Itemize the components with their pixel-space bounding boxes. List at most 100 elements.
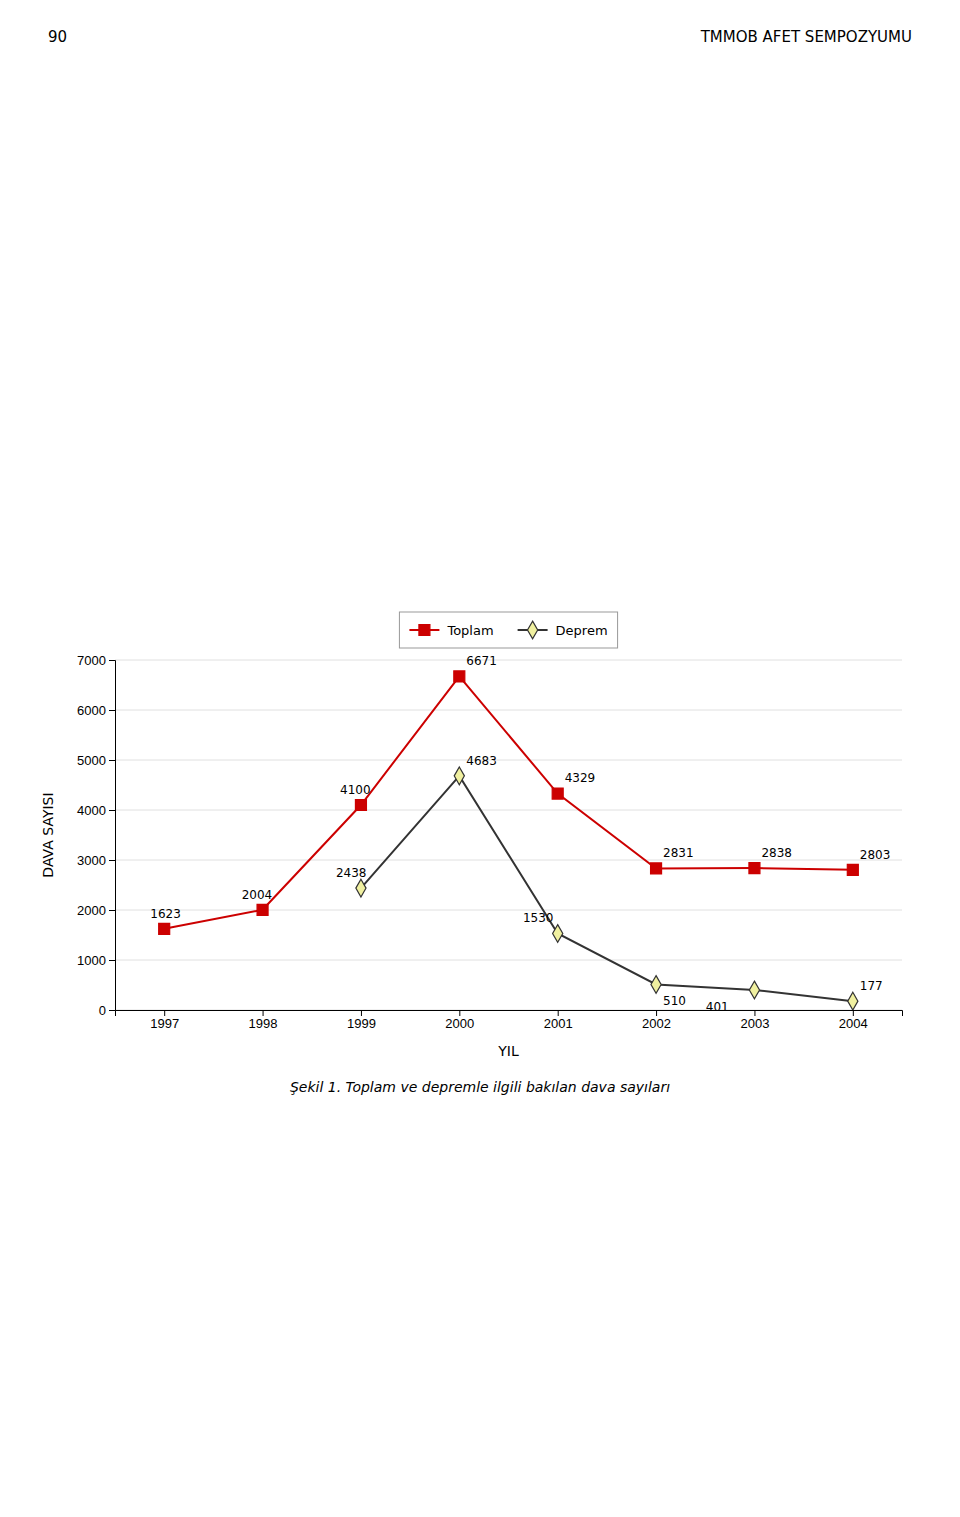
grid-line: [115, 710, 902, 711]
y-tick-mark: [109, 710, 115, 711]
legend: Toplam Deprem: [399, 612, 617, 648]
x-axis-line: [116, 1011, 903, 1017]
y-tick: 6000: [77, 703, 115, 718]
point-marker: [552, 788, 563, 799]
x-tick-mark: [656, 1010, 657, 1016]
point-marker: [651, 863, 662, 874]
chart: 90TMMOB AFET SEMPOZYUMU19971998199920002…: [0, 0, 960, 1517]
point-marker: [356, 879, 366, 897]
data-label: 4329: [565, 771, 596, 785]
point-marker: [848, 992, 858, 1010]
point-marker: [454, 671, 465, 682]
legend-frame: [399, 612, 617, 648]
y-tick-label: 3000: [77, 853, 106, 868]
data-label: 2438: [336, 866, 367, 880]
data-label: 2831: [663, 846, 694, 860]
y-tick-mark: [109, 960, 115, 961]
x-tick-mark: [459, 1010, 460, 1016]
x-axis: 1997 1998 1999 2000 2001 2002 2003 2004: [116, 1010, 903, 1031]
x-tick: 2001: [544, 1010, 573, 1031]
x-tick: 1999: [347, 1010, 376, 1031]
y-tick-label: 5000: [77, 753, 106, 768]
data-label: 4100: [340, 783, 371, 797]
y-tick: 4000: [77, 803, 115, 818]
point-marker: [355, 800, 366, 811]
y-axis-line: [109, 661, 116, 1011]
y-tick: 0: [99, 1003, 115, 1018]
point-marker: [749, 863, 760, 874]
legend-label: Deprem: [556, 623, 608, 638]
grid: [115, 660, 902, 1010]
x-tick: 2004: [839, 1010, 868, 1031]
x-tick-label: 2003: [740, 1016, 769, 1031]
point-marker: [749, 981, 759, 999]
data-label: 4683: [466, 754, 497, 768]
x-tick-label: 2000: [445, 1016, 474, 1031]
y-tick: 5000: [77, 753, 115, 768]
x-tick-label: 2002: [642, 1016, 671, 1031]
x-tick-mark: [754, 1010, 755, 1016]
caption: Şekil 1. Toplam ve depremle ilgili bakıl…: [290, 1079, 670, 1095]
data-label: 1623: [150, 907, 181, 921]
y-tick-label: 2000: [77, 903, 106, 918]
data-label: 177: [860, 979, 883, 993]
point-marker: [651, 976, 661, 994]
x-tick-label: 2001: [544, 1016, 573, 1031]
x-tick: 1998: [249, 1010, 278, 1031]
point-marker: [454, 767, 464, 785]
x-tick-mark: [558, 1010, 559, 1016]
grid-line: [115, 910, 902, 911]
data-label: 510: [663, 994, 686, 1008]
page-header: 90: [48, 28, 67, 46]
grid-line: [115, 960, 902, 961]
data-label: 2803: [860, 848, 891, 862]
y-tick-label: 4000: [77, 803, 106, 818]
x-tick-label: 2004: [839, 1016, 868, 1031]
data-label: 401: [706, 1000, 729, 1014]
y-tick: 3000: [77, 853, 115, 868]
y-tick-mark: [109, 860, 115, 861]
legend-item: Deprem: [518, 621, 608, 639]
y-tick-label: 7000: [77, 653, 106, 668]
legend-label: Toplam: [446, 623, 493, 638]
y-tick: 2000: [77, 903, 115, 918]
y-tick-label: 0: [99, 1003, 106, 1018]
x-tick-mark: [164, 1010, 165, 1016]
y-tick-mark: [109, 1010, 115, 1011]
x-tick-mark: [853, 1010, 854, 1016]
grid-line: [115, 760, 902, 761]
x-tick: 2000: [445, 1010, 474, 1031]
x-tick: 1997: [150, 1010, 179, 1031]
grid-line: [115, 810, 902, 811]
series-line: [361, 776, 853, 1001]
x-tick: 2002: [642, 1010, 671, 1031]
data-label: 2838: [761, 846, 792, 860]
y-tick-mark: [109, 810, 115, 811]
legend-item: Toplam: [409, 623, 493, 638]
x-tick-mark: [263, 1010, 264, 1016]
legend-swatch-marker: [528, 621, 538, 639]
x-tick-label: 1999: [347, 1016, 376, 1031]
series-line: [164, 676, 853, 928]
y-tick: 1000: [77, 953, 115, 968]
y-tick-mark: [109, 760, 115, 761]
plot-marks: [159, 671, 859, 1010]
y-axis: 0 1000 2000 3000 4000 5000 6000 7000: [77, 653, 115, 1018]
y-axis-title: DAVA SAYISI: [40, 792, 56, 877]
y-tick-label: 1000: [77, 953, 106, 968]
y-tick-mark: [109, 910, 115, 911]
data-labels: 1623 2004 4100 6671 4329 2831 2838 2803 2438 4683…: [150, 654, 890, 1013]
legend-swatch-marker: [419, 625, 430, 636]
data-label: 2004: [242, 888, 273, 902]
point-marker: [159, 923, 170, 934]
point-marker: [257, 904, 268, 915]
y-tick-mark: [109, 660, 115, 661]
x-tick-label: 1998: [249, 1016, 278, 1031]
grid-line: [115, 660, 902, 661]
point-marker: [553, 925, 563, 943]
point-marker: [847, 864, 858, 875]
x-axis-title: YIL: [497, 1043, 519, 1059]
data-label: 6671: [466, 654, 497, 668]
y-tick-label: 6000: [77, 703, 106, 718]
x-tick-label: 1997: [150, 1016, 179, 1031]
